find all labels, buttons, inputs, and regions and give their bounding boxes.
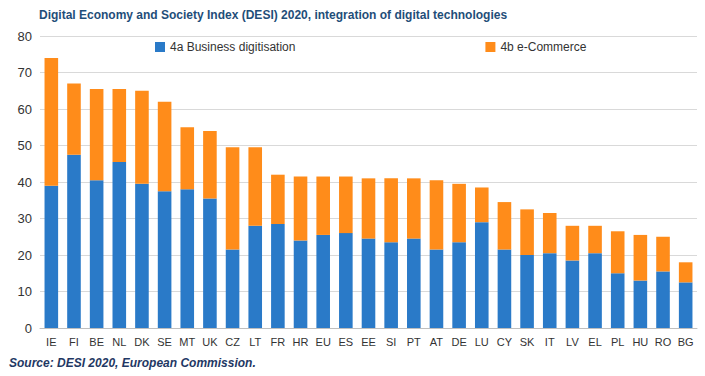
svg-text:CY: CY bbox=[497, 336, 513, 348]
svg-text:AT: AT bbox=[430, 336, 444, 348]
svg-text:Source: DESI 2020, European Co: Source: DESI 2020, European Commission. bbox=[9, 356, 256, 370]
svg-text:SI: SI bbox=[386, 336, 396, 348]
svg-text:Digital Economy and Society In: Digital Economy and Society Index (DESI)… bbox=[39, 8, 507, 22]
svg-text:IE: IE bbox=[46, 336, 56, 348]
svg-text:RO: RO bbox=[655, 336, 672, 348]
svg-text:DK: DK bbox=[134, 336, 150, 348]
svg-text:FR: FR bbox=[271, 336, 286, 348]
svg-text:CZ: CZ bbox=[225, 336, 240, 348]
svg-text:BG: BG bbox=[678, 336, 694, 348]
svg-text:MT: MT bbox=[179, 336, 195, 348]
svg-text:FI: FI bbox=[69, 336, 79, 348]
svg-text:HU: HU bbox=[632, 336, 648, 348]
svg-text:50: 50 bbox=[18, 138, 32, 153]
svg-text:SE: SE bbox=[157, 336, 172, 348]
svg-text:HR: HR bbox=[293, 336, 309, 348]
svg-text:UK: UK bbox=[202, 336, 218, 348]
svg-text:EU: EU bbox=[316, 336, 331, 348]
svg-text:PL: PL bbox=[611, 336, 624, 348]
svg-text:20: 20 bbox=[18, 248, 32, 263]
svg-text:80: 80 bbox=[18, 29, 32, 44]
svg-text:4b e-Commerce: 4b e-Commerce bbox=[500, 40, 586, 54]
svg-text:10: 10 bbox=[18, 284, 32, 299]
svg-text:LV: LV bbox=[566, 336, 579, 348]
svg-text:30: 30 bbox=[18, 211, 32, 226]
svg-text:40: 40 bbox=[18, 175, 32, 190]
svg-text:4a Business digitisation: 4a Business digitisation bbox=[170, 40, 295, 54]
svg-text:PT: PT bbox=[407, 336, 421, 348]
svg-text:ES: ES bbox=[339, 336, 354, 348]
svg-text:IT: IT bbox=[545, 336, 555, 348]
svg-text:60: 60 bbox=[18, 102, 32, 117]
svg-text:LU: LU bbox=[475, 336, 489, 348]
svg-text:BE: BE bbox=[89, 336, 104, 348]
svg-text:SK: SK bbox=[520, 336, 535, 348]
svg-text:DE: DE bbox=[451, 336, 466, 348]
svg-text:0: 0 bbox=[25, 321, 32, 336]
svg-text:EL: EL bbox=[588, 336, 601, 348]
svg-text:70: 70 bbox=[18, 65, 32, 80]
svg-text:LT: LT bbox=[249, 336, 261, 348]
svg-text:NL: NL bbox=[112, 336, 126, 348]
svg-text:EE: EE bbox=[361, 336, 376, 348]
